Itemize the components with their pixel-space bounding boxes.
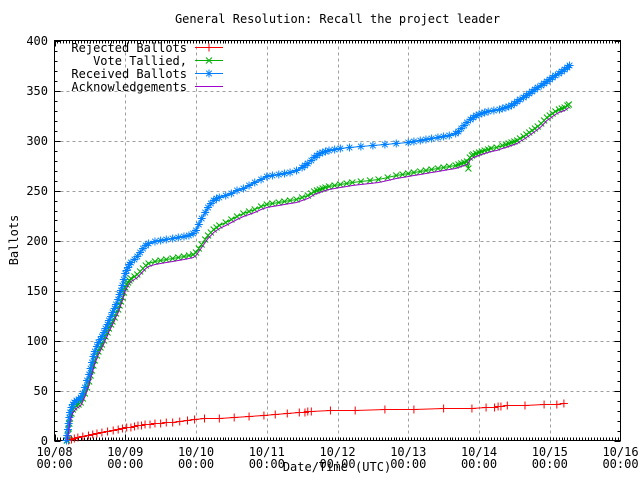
x-tick-label: 10/15 00:00 bbox=[518, 446, 582, 470]
x-tick-date: 10/13 bbox=[390, 445, 427, 459]
series-markers-2 bbox=[62, 61, 574, 445]
y-tick-label: 50 bbox=[33, 383, 48, 398]
x-tick-date: 10/10 bbox=[177, 445, 215, 459]
x-tick-time: 00:00 bbox=[460, 457, 498, 471]
axis-ticks bbox=[54, 40, 621, 442]
legend: Rejected Ballots Vote Tallied, Received Ba… bbox=[60, 41, 224, 93]
x-tick-label: 10/13 00:00 bbox=[376, 446, 440, 470]
y-tick-label: 200 bbox=[26, 233, 48, 248]
legend-label: Rejected Ballots bbox=[71, 40, 187, 55]
x-tick-time: 00:00 bbox=[36, 457, 73, 471]
x-tick-time: 00:00 bbox=[531, 457, 568, 471]
legend-sample-line bbox=[195, 86, 223, 87]
x-tick-time: 00:00 bbox=[107, 457, 144, 471]
y-tick-label: 400 bbox=[26, 33, 48, 48]
x-tick-date: 10/15 bbox=[531, 445, 568, 459]
x-tick-date: 10/14 bbox=[460, 445, 498, 459]
x-tick-label: 10/11 00:00 bbox=[235, 446, 299, 470]
y-tick-label: 250 bbox=[26, 183, 48, 198]
series-line-0 bbox=[68, 403, 564, 441]
legend-entry: Acknowledgements bbox=[60, 80, 224, 93]
series-markers-1 bbox=[63, 101, 573, 444]
legend-sample-line bbox=[195, 57, 223, 64]
x-tick-label: 10/10 00:00 bbox=[164, 446, 228, 470]
series-line-3 bbox=[66, 107, 570, 441]
plot-border bbox=[54, 40, 621, 441]
chart-title: General Resolution: Recall the project l… bbox=[174, 12, 501, 26]
x-tick-label: 10/14 00:00 bbox=[447, 446, 511, 470]
x-tick-date: 10/08 bbox=[36, 445, 73, 459]
x-tick-date: 10/16 bbox=[602, 445, 639, 459]
legend-entry: Rejected Ballots bbox=[60, 41, 224, 54]
y-tick-label: 150 bbox=[26, 283, 48, 298]
legend-entry: Received Ballots bbox=[60, 67, 224, 80]
legend-label: Vote Tallied, bbox=[93, 53, 187, 68]
x-tick-time: 00:00 bbox=[390, 457, 427, 471]
x-tick-label: 10/12 00:00 bbox=[306, 446, 370, 470]
x-axis-label: Date/Time (UTC) bbox=[282, 460, 392, 474]
y-tick-label: 0 bbox=[40, 433, 48, 448]
x-tick-time: 00:00 bbox=[177, 457, 215, 471]
x-tick-label: 10/08 00:00 bbox=[23, 446, 87, 470]
legend-label: Acknowledgements bbox=[71, 79, 187, 94]
legend-entry: Vote Tallied, bbox=[60, 54, 224, 67]
x-tick-date: 10/12 bbox=[319, 445, 356, 459]
y-tick-label: 350 bbox=[26, 83, 48, 98]
x-tick-label: 10/09 00:00 bbox=[93, 446, 157, 470]
x-tick-time: 00:00 bbox=[602, 457, 639, 471]
legend-sample-line bbox=[195, 43, 223, 52]
y-tick-label: 300 bbox=[26, 133, 48, 148]
x-tick-label: 10/16 00:00 bbox=[589, 446, 640, 470]
legend-label: Received Ballots bbox=[71, 66, 187, 81]
x-tick-time: 00:00 bbox=[248, 457, 285, 471]
x-tick-date: 10/09 bbox=[107, 445, 144, 459]
legend-sample-line bbox=[195, 69, 223, 78]
x-tick-time: 00:00 bbox=[319, 457, 356, 471]
y-tick-label: 100 bbox=[26, 333, 48, 348]
x-tick-date: 10/11 bbox=[248, 445, 285, 459]
